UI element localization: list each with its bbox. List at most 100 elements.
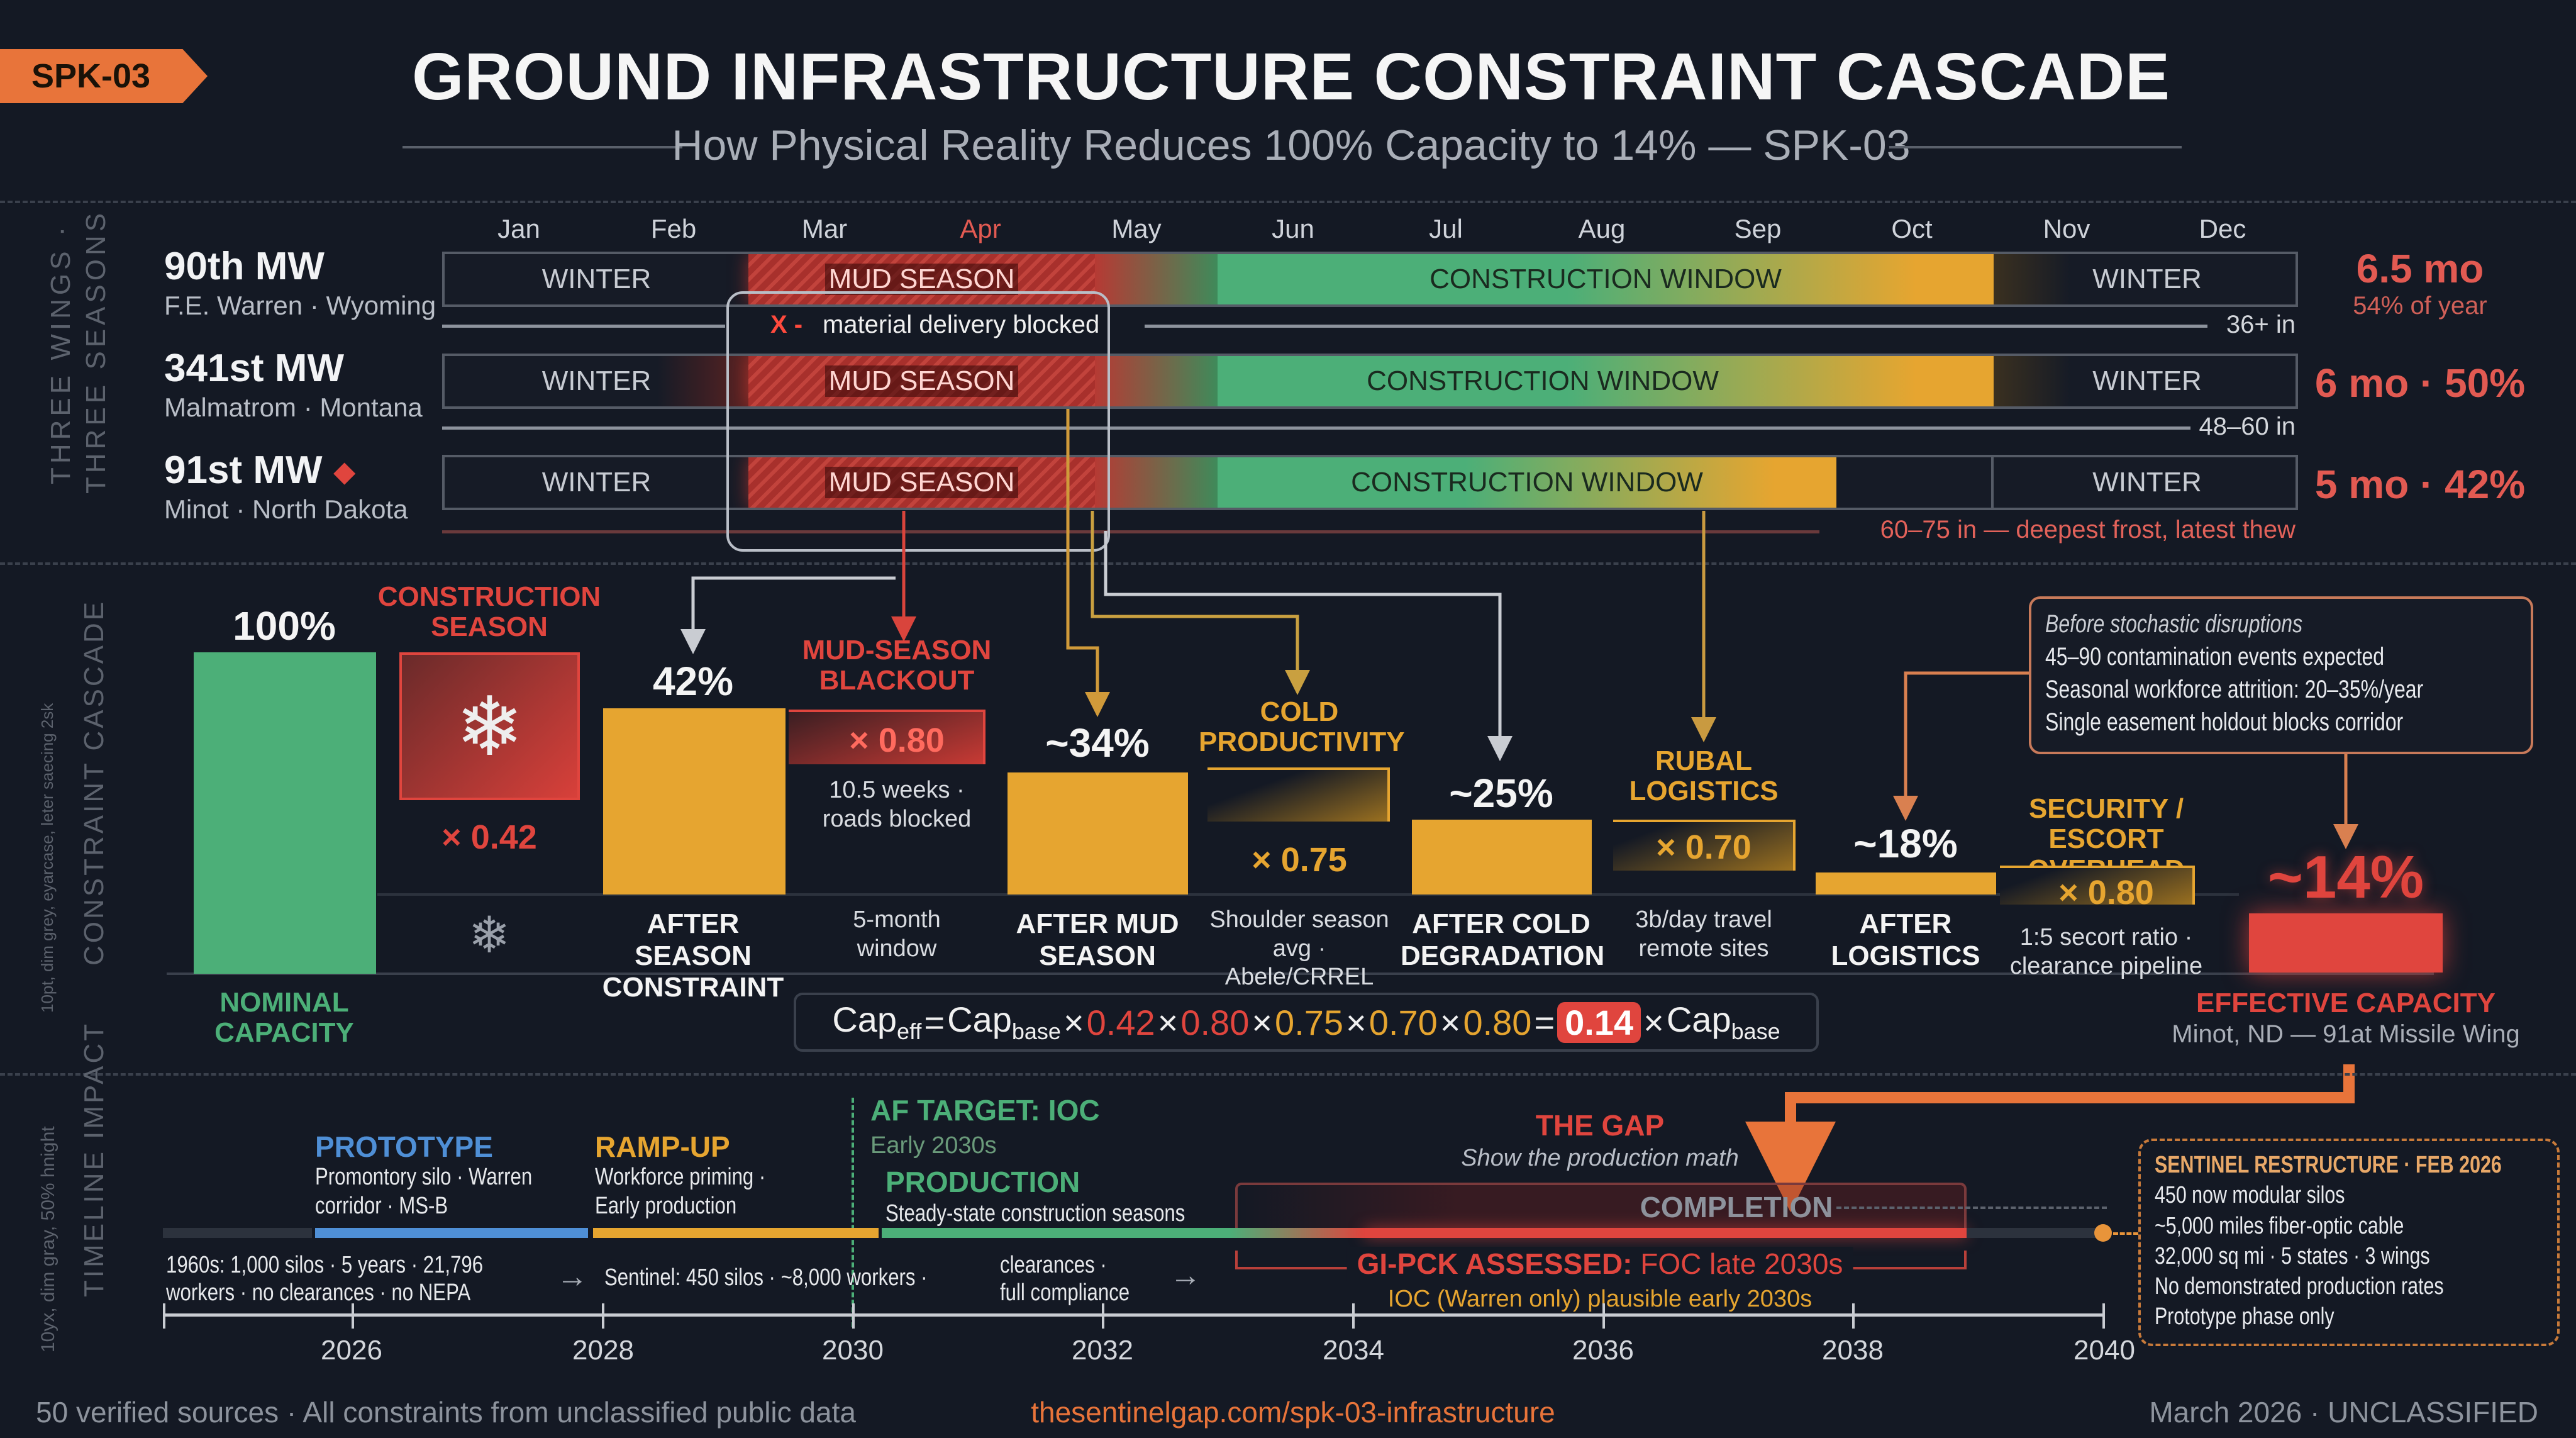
- gap-sub: Show the production math: [1461, 1145, 1739, 1171]
- footer-date: March 2026 · UNCLASSIFIED: [2149, 1396, 2538, 1429]
- restructure-line: Prototype phase only: [2155, 1303, 2334, 1330]
- af-target-title: AF TARGET: IOC: [870, 1094, 1100, 1127]
- winter-segment: WINTER: [445, 457, 748, 508]
- effective-sub: Minot, ND — 91at Missile Wing: [2172, 1020, 2520, 1048]
- formula-times: ×: [1346, 1002, 1367, 1042]
- restructure-connector: [2113, 1232, 2138, 1235]
- nominal-bar: [194, 652, 376, 974]
- season-stat: 6 mo · 50%: [2314, 360, 2526, 406]
- result-label: AFTER COLD DEGRADATION: [1401, 908, 1605, 971]
- mud-season-segment: MUD SEASON: [748, 356, 1095, 406]
- construction-window: CONSTRUCTION WINDOW: [1218, 356, 1994, 406]
- phase-desc: Workforce priming ·: [595, 1164, 766, 1190]
- winter-label: WINTER: [2092, 467, 2202, 498]
- restructure-line: 32,000 sq mi · 5 states · 3 wings: [2155, 1242, 2430, 1269]
- formula-result: 0.14: [1557, 1001, 1641, 1043]
- season-stat-sub: 54% of year: [2353, 292, 2487, 320]
- divider: [0, 201, 2576, 203]
- mud-season-bracket: [726, 291, 1110, 552]
- connector-season: [680, 576, 896, 654]
- callout-line: Seasonal workforce attrition: 20–35%/yea…: [2045, 676, 2424, 703]
- factor-value: × 0.75: [1252, 841, 1347, 879]
- month-label: Jun: [1272, 214, 1314, 243]
- result-value: 42%: [652, 659, 734, 704]
- gap-title: THE GAP: [1535, 1109, 1665, 1142]
- result-value: ~18%: [1853, 821, 1958, 866]
- factor-box: [2000, 866, 2195, 905]
- wing-name: 90th MW: [164, 245, 325, 288]
- page-title: GROUND INFRASTRUCTURE CONSTRAINT CASCADE: [412, 40, 2170, 114]
- month-label: Oct: [1891, 214, 1933, 243]
- phase-title-production: PRODUCTION: [886, 1166, 1080, 1198]
- factor-value: × 0.80: [2058, 874, 2154, 911]
- assessed-label: GI-PCK ASSESSED: FOC late 2030s: [1346, 1247, 1853, 1281]
- footer-url[interactable]: thesentinelgap.com/spk-03-infrastructure: [1031, 1396, 1555, 1429]
- formula-lhs: Capeff: [832, 1000, 922, 1045]
- winter-segment: WINTER: [1994, 254, 2296, 304]
- priority-diamond-icon: ◆: [333, 455, 356, 488]
- transition-segment: [1095, 254, 1218, 304]
- season-row-90th: WINTER MUD SEASON CONSTRUCTION WINDOW WI…: [442, 252, 2298, 307]
- history-note: workers · no clearances · no NEPA: [166, 1279, 471, 1306]
- gap-arrow: [1745, 1064, 2355, 1212]
- snowflake-icon: ❄: [468, 907, 511, 963]
- winter-label: WINTER: [541, 467, 652, 498]
- formula-factor: 0.80: [1180, 1002, 1250, 1042]
- month-label: Dec: [2199, 214, 2246, 243]
- factor-title: CONSTRUCTION SEASON: [377, 581, 601, 643]
- axis-tick: [1602, 1303, 1605, 1329]
- nominal-value: 100%: [233, 603, 336, 649]
- axis-tick: [852, 1303, 855, 1329]
- compliance-note: full compliance: [1000, 1279, 1130, 1306]
- factor-bottom-note: Shoulder season avg · Abele/CRREL: [1209, 906, 1389, 991]
- phase-bar-post: [1967, 1228, 2104, 1238]
- af-target-line: [852, 1098, 854, 1327]
- spk-tag: SPK-03: [0, 49, 208, 103]
- season-stat: 5 mo · 42%: [2314, 462, 2526, 507]
- frost-depth-label: 48–60 in: [2199, 413, 2296, 440]
- mud-label: MUD SEASON: [824, 467, 1019, 498]
- timeline-side-note: 10yx, dim gray, 50% hnight: [38, 1126, 58, 1352]
- construction-label: CONSTRUCTION WINDOW: [1351, 467, 1703, 498]
- factor-title: RUBAL LOGISTICS: [1629, 745, 1779, 807]
- divider: [0, 562, 2576, 565]
- empty-segment: [1836, 457, 1994, 508]
- year-label: 2036: [1572, 1335, 1634, 1366]
- season-row-341st: WINTER MUD SEASON CONSTRUCTION WINDOW WI…: [442, 354, 2298, 409]
- phase-desc: Steady-state construction seasons: [886, 1200, 1185, 1227]
- formula-times: ×: [1157, 1002, 1179, 1042]
- phase-desc: Promontory silo · Warren: [315, 1164, 533, 1190]
- year-label: 2040: [2074, 1335, 2135, 1366]
- restructure-title: SENTINEL RESTRUCTURE · FEB 2026: [2155, 1152, 2502, 1178]
- season-row-91st: WINTER MUD SEASON CONSTRUCTION WINDOW WI…: [442, 455, 2298, 510]
- factor-box: [1208, 767, 1390, 822]
- formula-factor: 0.80: [1463, 1002, 1532, 1042]
- section-label-timeline: TIMELINE IMPACT: [79, 1021, 109, 1297]
- connector-grey: [1104, 531, 1513, 761]
- restructure-line: No demonstrated production rates: [2155, 1273, 2444, 1300]
- connector-amber: [1066, 409, 1110, 717]
- factor-box: [1613, 820, 1796, 871]
- effective-value: ~14%: [2267, 844, 2424, 911]
- phase-title-rampup: RAMP-UP: [595, 1130, 730, 1163]
- factor-bottom-note: 5-month window: [853, 906, 941, 962]
- wing-name: 91st MW: [164, 449, 323, 492]
- winter-segment: WINTER: [445, 254, 748, 304]
- phase-bar-gap: [1365, 1228, 1967, 1238]
- subtitle-rule-right: [1889, 146, 2182, 148]
- formula-base: Capbase: [1666, 1000, 1780, 1045]
- mud-season-segment: MUD SEASON: [748, 254, 1095, 304]
- factor-bottom-note: 3b/day travel remote sites: [1635, 906, 1772, 962]
- axis-tick: [1852, 1303, 1855, 1329]
- winter-segment: WINTER: [445, 356, 748, 406]
- result-label: AFTER LOGISTICS: [1831, 908, 1980, 971]
- year-label: 2030: [822, 1335, 884, 1366]
- formula-factor: 0.70: [1368, 1002, 1438, 1042]
- restructure-box: SENTINEL RESTRUCTURE · FEB 2026 450 now …: [2138, 1139, 2560, 1346]
- formula-times: ×: [1063, 1002, 1084, 1042]
- month-label: Jul: [1429, 214, 1463, 243]
- completion-label: COMPLETION: [1640, 1191, 1833, 1223]
- blocked-note: material delivery blocked: [823, 311, 1100, 338]
- blocked-x-icon: X -: [770, 311, 803, 338]
- formula-times: ×: [1440, 1002, 1461, 1042]
